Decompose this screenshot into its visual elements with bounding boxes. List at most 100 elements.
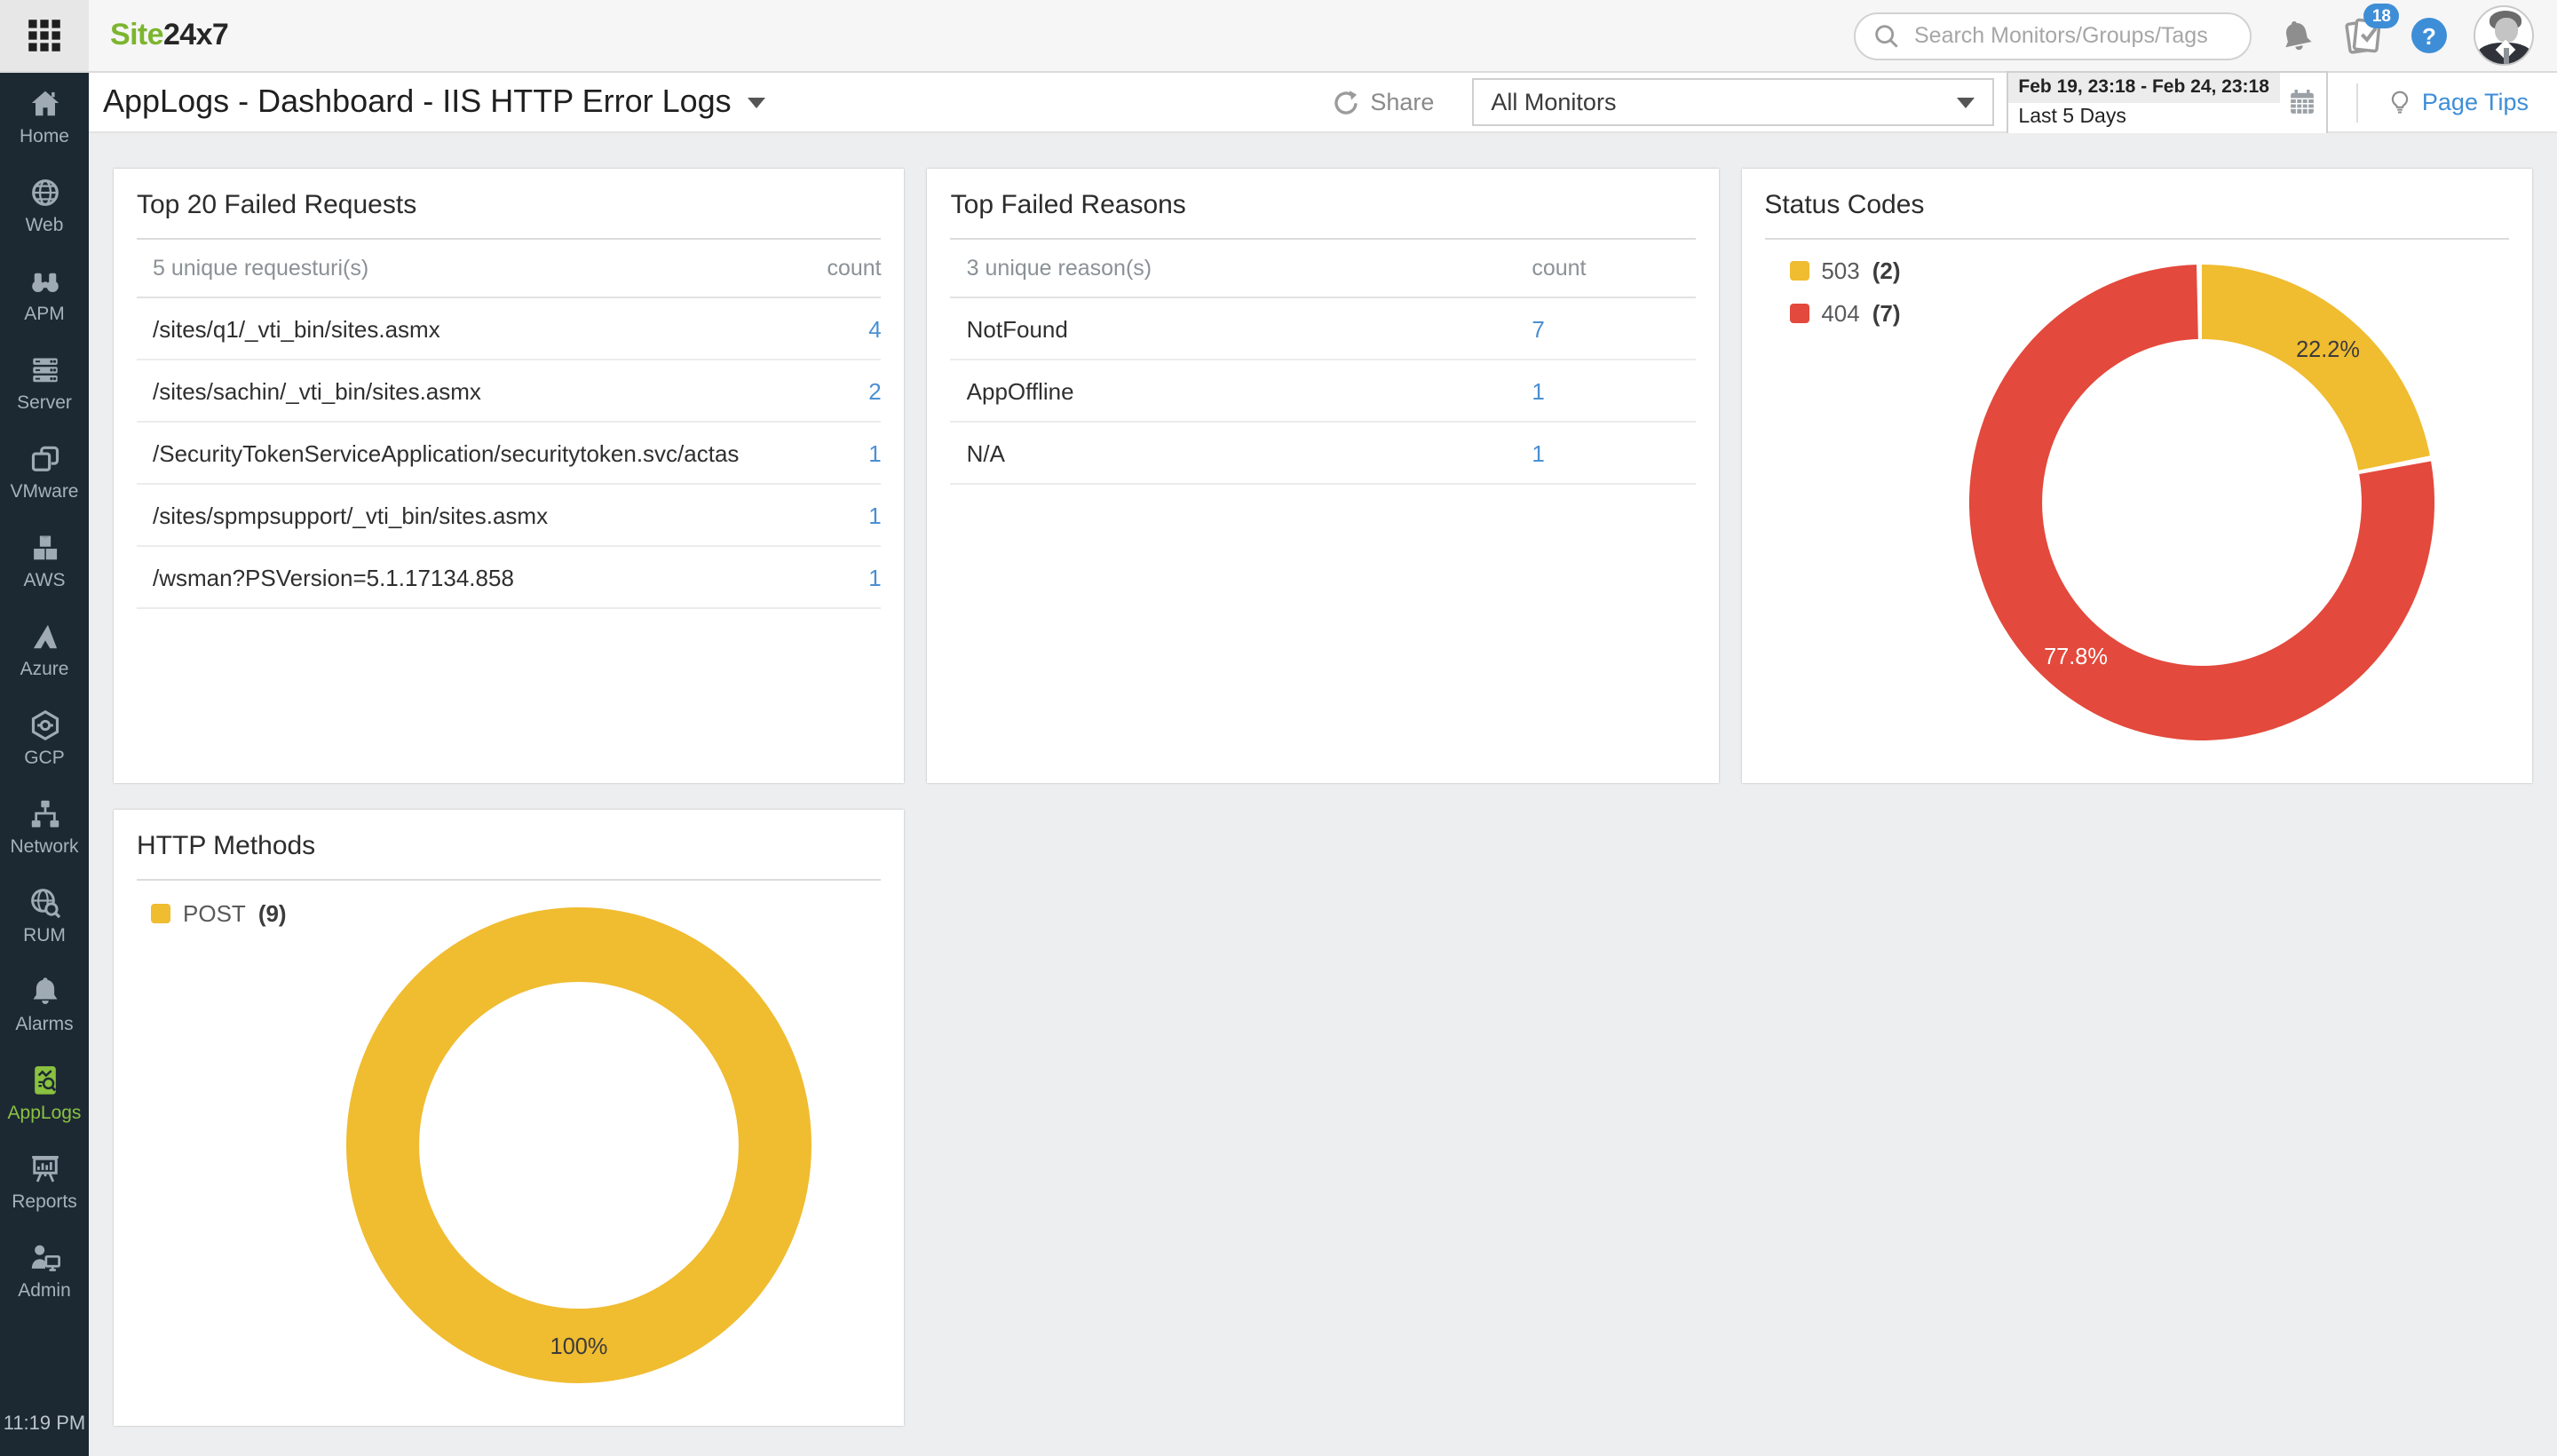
bell-icon bbox=[2285, 20, 2312, 50]
donut-percent-label: 77.8% bbox=[2043, 645, 2107, 669]
sidebar-item-azure[interactable]: Azure bbox=[0, 620, 89, 680]
page-tips-button[interactable]: Page Tips bbox=[2387, 88, 2529, 116]
notifications-button[interactable] bbox=[2278, 17, 2316, 54]
donut-slice-POST[interactable] bbox=[346, 907, 811, 1383]
table-body: /sites/q1/_vti_bin/sites.asmx 4 /sites/s… bbox=[137, 298, 882, 609]
reports-icon bbox=[31, 1156, 58, 1183]
failed-reasons-table: 3 unique reason(s) count NotFound 7 bbox=[950, 240, 1696, 485]
sidebar-item-vmware[interactable]: VMware bbox=[0, 442, 89, 502]
donut-slice-503[interactable] bbox=[1968, 265, 2434, 740]
card-status-codes: Status Codes 503 (2) 404 bbox=[1741, 169, 2532, 783]
share-icon bbox=[1334, 89, 1358, 114]
reason-label: AppOffline bbox=[966, 377, 1074, 404]
monitor-filter-select[interactable]: All Monitors bbox=[1471, 78, 1994, 126]
sidebar: Home Web APM bbox=[0, 73, 89, 1456]
sidebar-clock: 11:19 PM bbox=[3, 1413, 86, 1435]
user-avatar[interactable] bbox=[2474, 5, 2534, 66]
grid-icon bbox=[28, 20, 60, 51]
aws-cubes-icon bbox=[33, 535, 57, 560]
table-body: NotFound 7 AppOffline 1 N/A bbox=[950, 298, 1696, 485]
table-row: AppOffline 1 bbox=[950, 360, 1696, 423]
dashboard-content: Top 20 Failed Requests 5 unique requestu… bbox=[89, 133, 2557, 1456]
divider bbox=[2355, 83, 2358, 122]
home-icon bbox=[30, 91, 59, 116]
share-button[interactable]: Share bbox=[1331, 88, 1434, 116]
reason-label: N/A bbox=[966, 439, 1005, 466]
binoculars-icon bbox=[31, 273, 58, 293]
calendar-icon bbox=[2292, 90, 2315, 114]
request-uri: /SecurityTokenServiceApplication/securit… bbox=[153, 439, 740, 466]
donut-percent-label: 22.2% bbox=[2295, 337, 2359, 362]
table-row: /sites/spmpsupport/_vti_bin/sites.asmx 1 bbox=[137, 485, 882, 547]
chevron-down-icon bbox=[1956, 97, 1975, 107]
page-title: AppLogs - Dashboard - IIS HTTP Error Log… bbox=[103, 83, 732, 119]
sidebar-item-apm[interactable]: APM bbox=[0, 265, 89, 325]
card-title: Top 20 Failed Requests bbox=[137, 169, 882, 240]
lightbulb-icon bbox=[2391, 90, 2409, 113]
avatar-tie bbox=[2503, 48, 2508, 64]
count-link[interactable]: 1 bbox=[868, 502, 882, 528]
sidebar-item-server[interactable]: Server bbox=[0, 353, 89, 414]
dashboard-dropdown-caret[interactable] bbox=[747, 97, 765, 107]
top-bar: Site24x7 bbox=[0, 0, 2557, 73]
vmware-icon bbox=[30, 446, 59, 471]
sidebar-item-gcp[interactable]: GCP bbox=[0, 708, 89, 769]
azure-icon bbox=[32, 624, 57, 649]
count-link[interactable]: 2 bbox=[868, 377, 882, 404]
legend-item[interactable]: 503 (2) bbox=[1789, 257, 1901, 284]
help-button[interactable]: ? bbox=[2411, 18, 2447, 53]
count-link[interactable]: 7 bbox=[1532, 315, 1545, 342]
search-input[interactable] bbox=[1911, 21, 2232, 50]
request-uri: /sites/sachin/_vti_bin/sites.asmx bbox=[153, 377, 481, 404]
table-row: /SecurityTokenServiceApplication/securit… bbox=[137, 423, 882, 485]
global-search[interactable] bbox=[1854, 12, 2252, 59]
table-header: 3 unique reason(s) count bbox=[950, 240, 1696, 298]
alarm-bell-icon bbox=[32, 977, 57, 1004]
date-preset-value: Last 5 Days bbox=[2018, 106, 2126, 127]
sidebar-item-network[interactable]: Network bbox=[0, 797, 89, 858]
request-uri: /sites/spmpsupport/_vti_bin/sites.asmx bbox=[153, 502, 549, 528]
globe-icon bbox=[31, 179, 58, 206]
legend-item[interactable]: POST (9) bbox=[151, 900, 287, 927]
sidebar-item-alarms[interactable]: Alarms bbox=[0, 975, 89, 1035]
sidebar-item-home[interactable]: Home bbox=[0, 87, 89, 147]
notification-count-badge: 18 bbox=[2363, 4, 2399, 29]
gcp-icon bbox=[30, 709, 59, 741]
legend-item[interactable]: 404 (7) bbox=[1789, 300, 1901, 327]
count-link[interactable]: 1 bbox=[1532, 439, 1545, 466]
card-title: Top Failed Reasons bbox=[950, 169, 1696, 240]
app-grid-button[interactable] bbox=[0, 0, 89, 71]
date-range-picker[interactable]: Feb 19, 23:18 - Feb 24, 23:18 Last 5 Day… bbox=[2006, 70, 2328, 134]
rum-icon bbox=[30, 889, 60, 919]
site24x7-logo[interactable]: Site24x7 bbox=[110, 18, 229, 51]
tasks-button[interactable]: 18 bbox=[2342, 4, 2399, 57]
sidebar-item-aws[interactable]: AWS bbox=[0, 531, 89, 591]
sidebar-item-rum[interactable]: RUM bbox=[0, 886, 89, 946]
count-link[interactable]: 1 bbox=[868, 564, 882, 590]
search-icon bbox=[1875, 24, 1898, 47]
status-codes-donut-chart: 22.2% 77.8% bbox=[1968, 265, 2434, 740]
network-icon bbox=[30, 800, 59, 827]
table-header: 5 unique requesturi(s) count bbox=[137, 240, 882, 298]
table-row: /sites/sachin/_vti_bin/sites.asmx 2 bbox=[137, 360, 882, 423]
count-link[interactable]: 4 bbox=[868, 315, 882, 342]
help-icon: ? bbox=[2411, 18, 2447, 53]
table-row: N/A 1 bbox=[950, 423, 1696, 485]
topbar-right: 18 ? bbox=[1854, 4, 2557, 66]
failed-requests-table: 5 unique requesturi(s) count /sites/q1/_… bbox=[137, 240, 882, 609]
sidebar-item-admin[interactable]: Admin bbox=[0, 1241, 89, 1302]
page-header: AppLogs - Dashboard - IIS HTTP Error Log… bbox=[89, 70, 2557, 134]
count-link[interactable]: 1 bbox=[868, 439, 882, 466]
count-link[interactable]: 1 bbox=[1532, 377, 1545, 404]
sidebar-item-applogs[interactable]: AppLogs bbox=[0, 1064, 89, 1124]
table-row: /sites/q1/_vti_bin/sites.asmx 4 bbox=[137, 298, 882, 360]
sidebar-item-web[interactable]: Web bbox=[0, 176, 89, 236]
card-title: Status Codes bbox=[1764, 169, 2509, 240]
card-title: HTTP Methods bbox=[137, 810, 882, 881]
main-area: AppLogs - Dashboard - IIS HTTP Error Log… bbox=[89, 70, 2557, 1456]
sidebar-item-reports[interactable]: Reports bbox=[0, 1152, 89, 1213]
http-methods-donut-chart: 100% bbox=[346, 907, 811, 1383]
card-top-failed-requests: Top 20 Failed Requests 5 unique requestu… bbox=[114, 169, 905, 783]
request-uri: /wsman?PSVersion=5.1.17134.858 bbox=[153, 564, 514, 590]
